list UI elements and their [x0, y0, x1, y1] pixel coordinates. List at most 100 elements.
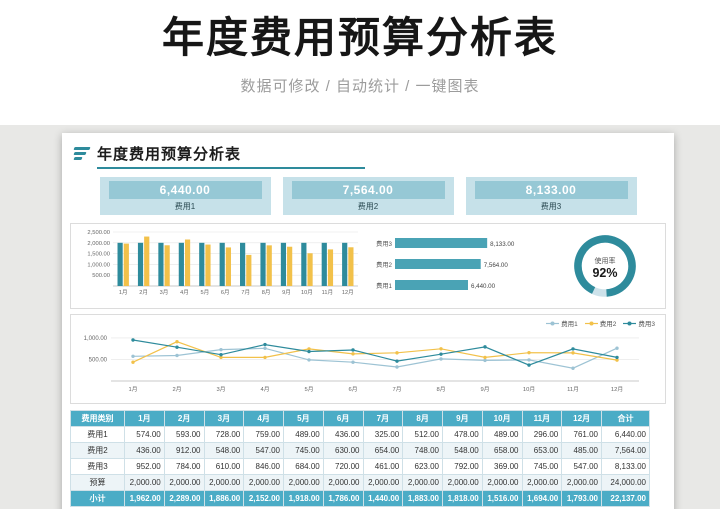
svg-text:费用1: 费用1: [376, 282, 392, 290]
table-cell[interactable]: 436.00: [124, 442, 165, 459]
svg-text:6月: 6月: [348, 386, 357, 393]
table-cell[interactable]: 654.00: [362, 442, 404, 459]
table-cell[interactable]: 684.00: [283, 458, 324, 475]
svg-text:4月: 4月: [180, 289, 189, 296]
title-underline: [97, 167, 365, 169]
svg-text:10月: 10月: [523, 386, 535, 393]
table-cell[interactable]: 745.00: [283, 442, 324, 459]
table-cell[interactable]: 623.00: [402, 458, 443, 475]
table-cell[interactable]: 761.00: [561, 426, 602, 443]
table-cell[interactable]: 1,786.00: [322, 490, 364, 507]
table-cell[interactable]: 436.00: [322, 426, 364, 443]
table-cell[interactable]: 728.00: [203, 426, 245, 443]
table-cell[interactable]: 2,000.00: [521, 474, 563, 491]
table-cell[interactable]: 2,000.00: [243, 474, 284, 491]
svg-text:5月: 5月: [201, 289, 210, 296]
column-header: 6月: [322, 410, 364, 427]
column-header: 8月: [402, 410, 443, 427]
legend-label: 费用1: [561, 321, 578, 328]
table-cell[interactable]: 653.00: [521, 442, 563, 459]
table-cell[interactable]: 489.00: [283, 426, 324, 443]
table-cell[interactable]: 2,000.00: [322, 474, 364, 491]
svg-text:6月: 6月: [221, 289, 230, 296]
table-cell[interactable]: 2,000.00: [442, 474, 483, 491]
table-cell[interactable]: 1,516.00: [481, 490, 523, 507]
table-cell[interactable]: 2,000.00: [124, 474, 165, 491]
table-cell[interactable]: 8,133.00: [601, 458, 650, 475]
category-hbar-chart: 费用3 8,133.00 费用2 7,564.00 费用1 6,440.00: [376, 238, 515, 290]
table-cell[interactable]: 748.00: [402, 442, 443, 459]
legend-label: 费用2: [599, 321, 617, 328]
table-cell[interactable]: 485.00: [561, 442, 602, 459]
budget-table: 费用类别 1月 2月 3月 4月 5月 6月 7月 8月 9月 10月 11月 12月 合计 费用1 574…: [70, 410, 650, 507]
column-header: 3月: [203, 410, 245, 427]
table-cell[interactable]: 1,694.00: [521, 490, 563, 507]
table-cell[interactable]: 1,818.00: [442, 490, 483, 507]
table-cell[interactable]: 1,883.00: [402, 490, 443, 507]
table-cell[interactable]: 547.00: [561, 458, 602, 475]
table-cell[interactable]: 489.00: [481, 426, 523, 443]
table-cell[interactable]: 574.00: [124, 426, 165, 443]
table-cell[interactable]: 512.00: [402, 426, 443, 443]
table-cell[interactable]: 325.00: [362, 426, 404, 443]
stat-card-expense1: 6,440.00 费用1: [99, 177, 271, 215]
table-cell[interactable]: 846.00: [243, 458, 284, 475]
table-cell[interactable]: 548.00: [442, 442, 483, 459]
table-cell[interactable]: 630.00: [322, 442, 364, 459]
table-cell[interactable]: 2,000.00: [203, 474, 245, 491]
table-cell[interactable]: 2,000.00: [283, 474, 324, 491]
svg-text:3月: 3月: [160, 289, 169, 296]
table-cell[interactable]: 784.00: [163, 458, 205, 475]
table-cell[interactable]: 548.00: [203, 442, 245, 459]
svg-text:10月: 10月: [301, 289, 313, 296]
table-cell[interactable]: 610.00: [203, 458, 245, 475]
stat-value: 7,564.00: [291, 181, 445, 199]
table-cell[interactable]: 6,440.00: [601, 426, 650, 443]
table-cell[interactable]: 461.00: [362, 458, 404, 475]
svg-text:2月: 2月: [139, 289, 148, 296]
stat-label: 费用2: [357, 202, 379, 211]
table-cell[interactable]: 2,289.00: [163, 490, 205, 507]
table-cell[interactable]: 658.00: [481, 442, 523, 459]
table-cell[interactable]: 1,440.00: [362, 490, 404, 507]
table-cell[interactable]: 720.00: [322, 458, 364, 475]
table-cell[interactable]: 22,137.00: [601, 490, 650, 507]
table-cell[interactable]: 478.00: [442, 426, 483, 443]
table-cell[interactable]: 24,000.00: [601, 474, 650, 491]
table-cell[interactable]: 2,000.00: [163, 474, 205, 491]
table-cell[interactable]: 296.00: [521, 426, 563, 443]
table-cell[interactable]: 745.00: [521, 458, 563, 475]
table-cell[interactable]: 1,793.00: [561, 490, 602, 507]
svg-text:7月: 7月: [392, 386, 401, 393]
column-header: 11月: [521, 410, 563, 427]
table-cell[interactable]: 952.00: [124, 458, 165, 475]
table-cell[interactable]: 1,918.00: [283, 490, 324, 507]
column-header: 10月: [481, 410, 523, 427]
table-cell[interactable]: 2,000.00: [481, 474, 523, 491]
table-cell[interactable]: 2,000.00: [561, 474, 602, 491]
stat-card-expense3: 8,133.00 费用3: [465, 177, 637, 215]
table-cell[interactable]: 2,000.00: [362, 474, 404, 491]
table-cell[interactable]: 1,962.00: [124, 490, 165, 507]
table-cell[interactable]: 2,152.00: [243, 490, 284, 507]
table-cell[interactable]: 759.00: [243, 426, 284, 443]
stat-card-expense2: 7,564.00 费用2: [282, 177, 454, 215]
table-cell[interactable]: 7,564.00: [601, 442, 650, 459]
table-cell[interactable]: 593.00: [163, 426, 205, 443]
svg-text:3月: 3月: [216, 386, 225, 393]
table-cell[interactable]: 1,886.00: [203, 490, 245, 507]
row-label: 费用1: [70, 426, 125, 443]
card-title-block: 年度费用预算分析表: [97, 143, 365, 169]
monthly-line-chart: 500.00 1,000.00 1月 2月 3月 4月 5月 6月 7月 8月 9月 10月 11月 12…: [84, 336, 639, 393]
table-cell[interactable]: 369.00: [481, 458, 523, 475]
table-cell[interactable]: 912.00: [163, 442, 205, 459]
background-band: 年度费用预算分析表 6,440.00 费用1 7,564.00 费用2 8,13…: [0, 125, 720, 509]
table-header-row: 费用类别 1月 2月 3月 4月 5月 6月 7月 8月 9月 10月 11月 12月 合计: [70, 410, 650, 427]
column-header: 7月: [362, 410, 404, 427]
table-cell[interactable]: 2,000.00: [402, 474, 443, 491]
table-cell[interactable]: 792.00: [442, 458, 483, 475]
table-row: 费用3 952.00 784.00 610.00 846.00 684.00 720.00 4…: [70, 458, 650, 475]
legend-item: 费用2: [584, 318, 617, 328]
table-cell[interactable]: 547.00: [243, 442, 284, 459]
